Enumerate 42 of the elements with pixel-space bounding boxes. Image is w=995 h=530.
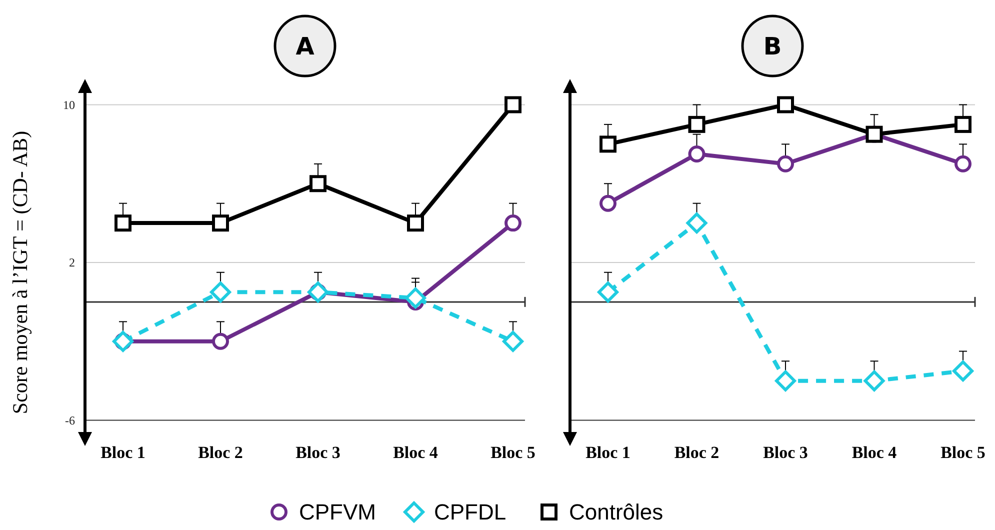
x-tick-label: Bloc 1 — [100, 443, 146, 462]
point — [407, 214, 424, 232]
point — [502, 330, 524, 352]
point — [600, 194, 616, 212]
point — [954, 155, 972, 172]
y-axis-title: Score moyen à l’IGT = (CD- AB) — [8, 130, 32, 414]
x-tick-label: Bloc 2 — [198, 443, 243, 462]
x-tick-label: Bloc 4 — [393, 443, 438, 462]
point — [688, 116, 706, 133]
point — [114, 214, 132, 232]
legend-label: CPFVM — [299, 500, 376, 525]
y-tick-label: -6 — [65, 413, 75, 428]
x-tick-label: Bloc 5 — [490, 443, 536, 462]
point — [600, 136, 616, 153]
point — [864, 370, 885, 392]
point — [952, 360, 974, 382]
point — [686, 212, 708, 234]
y-tick-label: 10 — [63, 98, 75, 112]
x-tick-label: Bloc 5 — [940, 443, 986, 462]
point — [504, 214, 522, 232]
x-tick-label: Bloc 3 — [763, 443, 808, 462]
point — [775, 370, 796, 392]
point — [405, 288, 426, 308]
point — [954, 116, 972, 133]
x-tick-label: Bloc 3 — [296, 443, 340, 462]
legend-label: CPFDL — [434, 500, 506, 525]
x-tick-label: Bloc 1 — [586, 443, 630, 462]
point — [212, 332, 229, 350]
x-tick-label: Bloc 2 — [674, 443, 720, 462]
point — [310, 175, 326, 192]
point — [777, 96, 794, 114]
y-tick-label: 2 — [69, 256, 75, 270]
chart-title: A — [296, 32, 315, 60]
chart-title: B — [763, 32, 782, 60]
point — [688, 146, 706, 163]
point — [212, 214, 229, 232]
point — [598, 282, 618, 303]
point — [210, 282, 231, 303]
x-tick-label: Bloc 4 — [852, 443, 898, 462]
point — [777, 155, 794, 172]
point — [504, 96, 522, 114]
legend-label: Contrôles — [569, 500, 664, 525]
